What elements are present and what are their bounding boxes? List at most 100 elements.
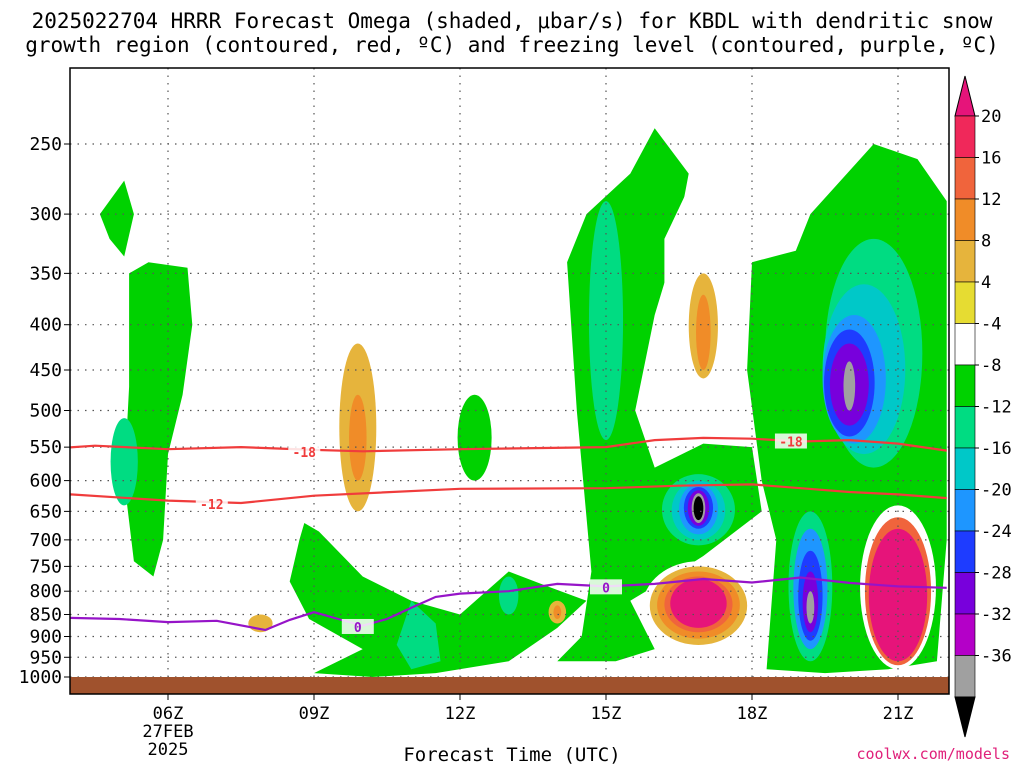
omega-region-west-core (110, 418, 138, 506)
omega-region-central-rise (314, 278, 470, 572)
colorbar-band (954, 115, 976, 158)
chart-title-line-2: growth region (contoured, red, ºC) and f… (25, 33, 999, 57)
colorbar-band (954, 406, 976, 449)
contour-label: -12 (200, 498, 223, 513)
colorbar-band (954, 655, 976, 698)
colorbar-top-arrow (954, 75, 976, 117)
colorbar-tick-label: -8 (981, 356, 1001, 376)
y-tick-label: 450 (29, 360, 62, 381)
contour-label-bg (590, 579, 622, 595)
colorbar-tick-label: -12 (981, 398, 1012, 418)
colorbar-tick-label: -32 (981, 605, 1012, 625)
colorbar-tick-label: 16 (981, 149, 1001, 169)
x-axis-title: Forecast Time (UTC) (403, 744, 621, 766)
colorbar-band (954, 198, 976, 241)
colorbar-band (954, 323, 976, 366)
y-tick-label: 550 (29, 437, 62, 458)
contour-label: 0 (602, 581, 610, 596)
x-tick-label: 15Z (591, 704, 622, 724)
colorbar-tick-label: -4 (981, 315, 1001, 335)
omega-region-pink-20 (868, 528, 928, 662)
colorbar-tick-label: 20 (981, 107, 1001, 127)
colorbar-band (954, 364, 976, 407)
omega-region-small-rise-12 (553, 605, 562, 620)
colorbar-band (954, 572, 976, 615)
contour-label-bg (288, 444, 321, 460)
y-tick-label: 950 (29, 647, 62, 668)
x-date-label: 27FEB (142, 722, 193, 742)
y-axis-pressure: 2503003504004505005506006507007508008509… (19, 134, 70, 688)
y-tick-label: 600 (29, 471, 62, 492)
omega-shading (70, 68, 947, 677)
contour--12 (70, 483, 947, 505)
omega-region-lower-east-20 (670, 578, 727, 628)
colorbar-tick-label: 4 (981, 273, 991, 293)
ground-terrain (70, 677, 949, 694)
colorbar-band (954, 240, 976, 283)
y-tick-label: 350 (29, 263, 62, 284)
contour-label-bg (195, 496, 228, 512)
omega-region-central-rise-12 (349, 394, 367, 481)
y-tick-label: 250 (29, 134, 62, 155)
y-tick-label: 900 (29, 626, 62, 647)
omega-region-surface-rise (70, 647, 91, 664)
contour-label: -18 (779, 436, 803, 451)
x-tick-label: 06Z (153, 704, 184, 724)
colorbar-band (954, 157, 976, 200)
colorbar-tick-label: -24 (981, 522, 1012, 542)
omega-region-west-rise (70, 528, 83, 582)
colorbar-band (954, 489, 976, 532)
contour-label: 0 (354, 621, 362, 636)
y-tick-label: 1000 (19, 667, 62, 688)
y-tick-label: 700 (29, 530, 62, 551)
colorbar-tick-label: -28 (981, 564, 1012, 584)
credit-text: coolwx.com/models (856, 745, 1010, 763)
omega-region-east-36 (693, 496, 704, 521)
omega-region-west-sink (124, 262, 193, 577)
colorbar-legend: 20 16 12 8 4 -4 -8 -12 -16 -20 -24 -28 -32 -36 (954, 75, 1012, 738)
y-tick-label: 750 (29, 556, 62, 577)
colorbar-tick-label: -16 (981, 439, 1012, 459)
chart-title-line-1: 2025022704 HRRR Forecast Omega (shaded, … (31, 9, 993, 33)
y-tick-label: 300 (29, 204, 62, 225)
colorbar-tick-label: 12 (981, 190, 1001, 210)
colorbar-band (954, 281, 976, 324)
colorbar-bottom-arrow (954, 696, 976, 738)
omega-region-lower-core (396, 600, 441, 670)
omega-region-top-rise (737, 68, 767, 87)
x-date-label: 2025 (148, 740, 189, 760)
colorbar-tick-label: 8 (981, 232, 991, 252)
omega-region-upper-east-12 (696, 294, 711, 370)
omega-region-mid-sink (457, 394, 492, 481)
omega-region-lower-core-2 (498, 576, 519, 615)
x-tick-label: 18Z (737, 704, 768, 724)
y-tick-label: 500 (29, 401, 62, 422)
x-tick-label: 21Z (883, 704, 914, 724)
contour--18 (70, 436, 947, 453)
y-tick-label: 400 (29, 315, 62, 336)
x-tick-label: 12Z (445, 704, 476, 724)
contour-0 (70, 576, 947, 632)
omega-region-low-east-32 (806, 591, 815, 624)
colorbar-band (954, 613, 976, 656)
contour-label-bg (341, 618, 374, 634)
colorbar-band (954, 530, 976, 573)
plot-frame (69, 67, 950, 695)
omega-region-east-core (588, 201, 624, 441)
omega-region-upper-sink (99, 180, 134, 257)
contour-label: -18 (293, 446, 317, 461)
omega-region-far-east-32 (843, 361, 856, 411)
colorbar-band (954, 447, 976, 490)
y-tick-label: 850 (29, 605, 62, 626)
y-tick-label: 800 (29, 581, 62, 602)
colorbar-tick-label: -20 (981, 481, 1012, 501)
colorbar-tick-label: -36 (981, 647, 1012, 667)
y-tick-label: 650 (29, 501, 62, 522)
contour-label-bg (774, 433, 807, 449)
omega-region-upper-rise (253, 201, 268, 239)
x-tick-label: 09Z (299, 704, 330, 724)
temperature-contours: -18 -12 -18 0 0 (70, 433, 947, 636)
omega-region-lower-sink (289, 523, 587, 677)
